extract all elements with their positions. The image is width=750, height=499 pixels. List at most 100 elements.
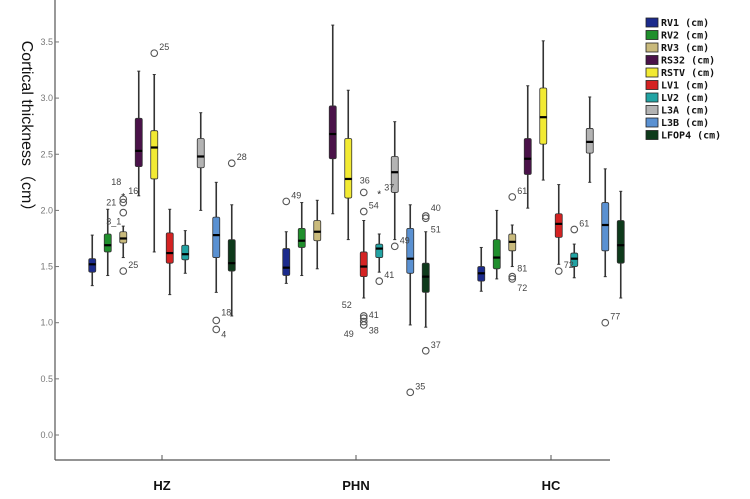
box-l3a-hc — [585, 96, 594, 183]
box-rv2-hz — [103, 208, 112, 277]
outlier-label: 49 — [291, 190, 301, 200]
y-tick-label: 2.0 — [40, 205, 53, 215]
box-rv1-phn — [282, 231, 291, 284]
outlier-point — [119, 195, 128, 204]
box-rv1-hz — [88, 234, 97, 287]
outlier-label: 61 — [517, 186, 527, 196]
box-iqr — [492, 239, 501, 270]
legend-label: RS32 (cm) — [661, 56, 715, 67]
outlier-point — [508, 193, 517, 201]
legend-label: L3A (cm) — [661, 106, 709, 117]
legend-item-l3a: L3A (cm) — [645, 105, 709, 117]
box-iqr — [616, 220, 625, 264]
outlier-point — [390, 242, 399, 251]
box-iqr — [539, 87, 548, 145]
box-iqr — [421, 262, 430, 293]
box-rv2-phn — [297, 202, 306, 277]
outlier-point — [119, 198, 128, 207]
outlier-point — [359, 317, 368, 326]
box-lv1-hz — [165, 208, 174, 296]
y-tick-label: 0.0 — [40, 430, 53, 440]
box-iqr — [196, 138, 205, 169]
x-tick-label-hz: HZ — [153, 478, 170, 493]
x-tick-label-hc: HC — [542, 478, 561, 493]
outlier-label: 72 — [517, 283, 527, 293]
box-iqr — [554, 213, 563, 238]
outlier-label: 25 — [159, 42, 169, 52]
box-iqr — [181, 244, 190, 261]
legend-label: LV2 (cm) — [661, 93, 709, 104]
box-rv3-hc — [508, 224, 517, 268]
y-tick-label: 3.5 — [40, 37, 53, 47]
outlier-label: 16 — [128, 186, 138, 196]
box-lv2-hc — [570, 243, 579, 279]
box-l3b-hz — [212, 181, 221, 293]
legend-item-rstv: RSTV (cm) — [645, 67, 715, 79]
box-iqr — [601, 202, 610, 252]
outlier-label: 40 — [431, 203, 441, 213]
outlier-point — [421, 346, 430, 355]
axes: 0.0 0.5 1.0 1.5 2.0 2.5 3.0 3.5 HZ PHN HC — [40, 0, 610, 493]
outlier-point — [375, 277, 384, 285]
outlier-point — [282, 197, 291, 206]
box-iqr — [88, 258, 97, 273]
box-iqr — [282, 248, 291, 276]
box-rv2-hc — [492, 209, 501, 280]
outlier-point — [119, 208, 128, 217]
legend-swatch — [645, 30, 659, 40]
outlier-point — [212, 325, 221, 334]
box-rv3-phn — [313, 199, 322, 270]
outlier-label: 18 — [111, 177, 121, 187]
outlier-label: 72 — [564, 260, 574, 270]
legend-item-rv3: RV3 (cm) — [645, 42, 709, 54]
box-l3a-hz — [196, 112, 205, 211]
box-l3b-hc — [601, 168, 610, 278]
box-lfop4-phn — [421, 231, 430, 328]
box-iqr — [359, 251, 368, 278]
legend-item-rs32: RS32 (cm) — [645, 55, 715, 67]
box-iqr — [297, 227, 306, 248]
legend-item-lfop4: LFOP4 (cm) — [645, 130, 721, 142]
box-iqr — [103, 233, 112, 253]
box-lv2-hz — [181, 230, 190, 274]
legend-item-lv1: LV1 (cm) — [645, 80, 709, 92]
legend-swatch — [645, 17, 659, 28]
box-rv3-hz — [119, 225, 128, 259]
outlier-label: 61 — [579, 218, 589, 228]
legend-swatch — [645, 130, 659, 140]
legend-swatch — [645, 67, 659, 78]
y-tick-label: 0.5 — [40, 374, 53, 384]
outlier-point — [359, 312, 368, 320]
outlier-point — [554, 267, 563, 275]
box-rs32-phn — [328, 24, 337, 215]
outlier-point — [601, 318, 610, 327]
legend-label: RV3 (cm) — [661, 43, 709, 54]
outlier-point — [359, 207, 368, 216]
box-rs32-hc — [523, 85, 532, 209]
outlier-point — [421, 214, 430, 223]
y-tick-label: 1.0 — [40, 318, 53, 328]
box-iqr — [212, 216, 221, 258]
outlier-label: 81 — [517, 264, 527, 274]
box-l3a-phn — [390, 121, 399, 241]
outlier-label: 51 — [431, 224, 441, 234]
outlier-label: 37 — [384, 183, 394, 193]
box-lv1-phn — [359, 220, 368, 299]
box-rstv-hc — [539, 40, 548, 181]
legend-item-rv1: RV1 (cm) — [645, 17, 709, 29]
outlier-point — [421, 212, 430, 220]
outlier-point — [150, 49, 159, 58]
box-iqr — [585, 128, 594, 154]
legend-swatch — [645, 55, 659, 65]
outlier-point — [359, 188, 368, 197]
legend-swatch — [645, 105, 659, 115]
box-iqr — [406, 227, 415, 274]
outlier-label: 49 — [344, 329, 354, 339]
box-iqr — [165, 232, 174, 264]
x-tick-label-phn: PHN — [342, 478, 369, 493]
outlier-point — [359, 321, 368, 329]
legend-label: LV1 (cm) — [661, 81, 709, 92]
legend-item-rv2: RV2 (cm) — [645, 30, 709, 42]
box-iqr — [390, 156, 399, 193]
